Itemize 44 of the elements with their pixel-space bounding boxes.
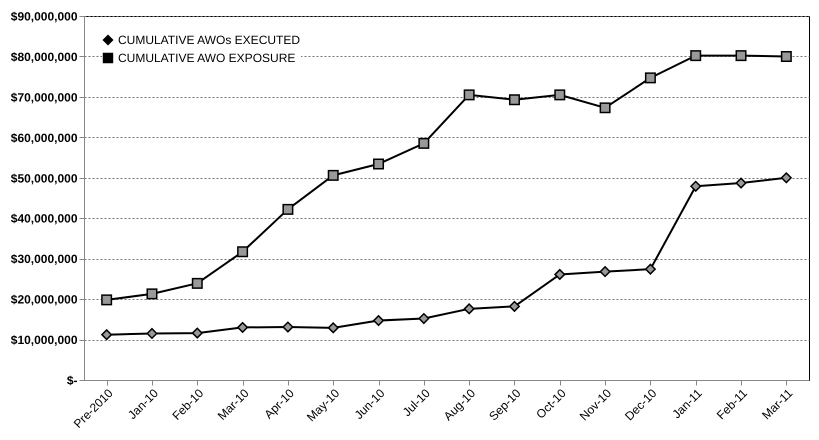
point: [418, 313, 430, 324]
y-tick-label: $80,000,000: [10, 50, 78, 64]
point: [690, 180, 702, 192]
y-tick-label: $50,000,000: [10, 171, 78, 186]
point: [736, 50, 747, 62]
point: [508, 300, 520, 312]
point: [690, 50, 702, 62]
y-tick-label: $40,000,000: [10, 212, 78, 226]
point: [554, 268, 566, 280]
y-tick-label: $10,000,000: [10, 333, 78, 348]
y-tick-label: $-: [66, 374, 78, 388]
point: [464, 303, 475, 314]
y-tick-label: $30,000,000: [10, 252, 78, 266]
y-tick-label: $90,000,000: [10, 10, 78, 24]
point: [464, 89, 475, 100]
point: [237, 322, 248, 333]
point: [644, 264, 656, 275]
point: [373, 315, 384, 326]
point: [780, 50, 792, 62]
point: [146, 288, 158, 300]
y-tick-label: $70,000,000: [10, 90, 78, 104]
y-tick-label: $20,000,000: [10, 292, 78, 307]
point: [554, 89, 566, 100]
point: [780, 172, 792, 184]
point: [328, 322, 339, 334]
point: [373, 158, 384, 170]
point: [328, 170, 339, 181]
point: [282, 204, 294, 215]
point: [101, 329, 112, 340]
point: [192, 328, 203, 339]
point: [146, 328, 158, 339]
point: [418, 138, 430, 149]
point: [600, 266, 611, 278]
point: [600, 102, 611, 114]
point: [192, 278, 203, 289]
legend-label: CUMULATIVE AWO EXPOSURE: [118, 51, 296, 65]
y-tick-label: $60,000,000: [10, 130, 78, 145]
point: [644, 72, 656, 84]
point: [736, 178, 747, 189]
legend-label: CUMULATIVE AWOs EXECUTED: [118, 33, 300, 47]
point: [237, 246, 248, 258]
point: [508, 94, 520, 106]
point: [101, 294, 112, 306]
point: [282, 322, 294, 333]
